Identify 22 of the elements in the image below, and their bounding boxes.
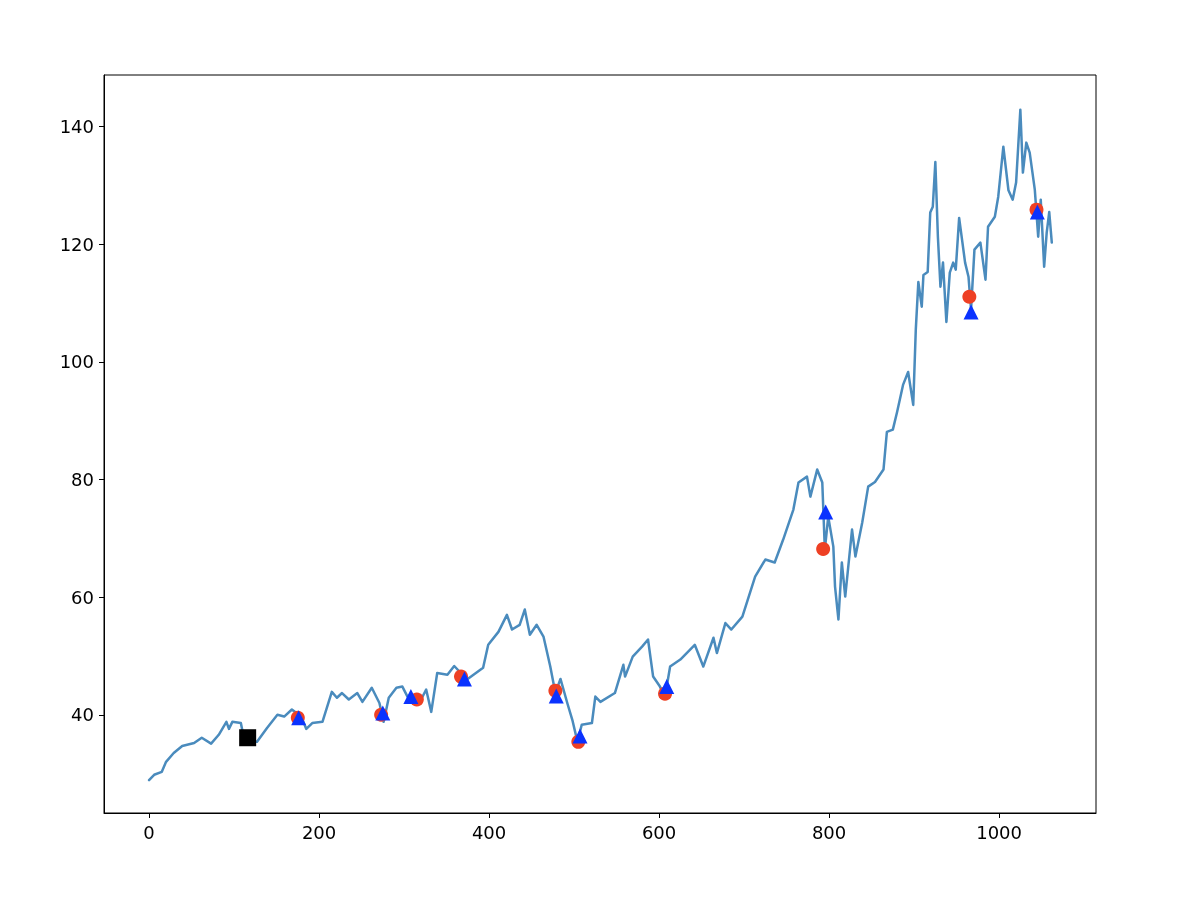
y-tick-label: 80 bbox=[71, 469, 94, 491]
point bbox=[816, 541, 831, 556]
x-tick-label: 200 bbox=[301, 821, 337, 843]
x-tick-label: 800 bbox=[811, 821, 847, 843]
point bbox=[403, 689, 419, 705]
x-tick-label: 400 bbox=[471, 821, 507, 843]
point bbox=[963, 304, 979, 320]
y-tick-label: 40 bbox=[71, 704, 94, 726]
point bbox=[962, 289, 977, 304]
x-tick-label: 600 bbox=[641, 821, 677, 843]
point bbox=[239, 729, 257, 747]
point bbox=[659, 679, 675, 695]
x-tick-label: 0 bbox=[143, 821, 155, 843]
point bbox=[818, 504, 834, 520]
y-tick-label: 100 bbox=[59, 351, 94, 373]
line-series bbox=[147, 108, 1054, 782]
y-tick-label: 140 bbox=[59, 116, 94, 138]
y-tick-label: 60 bbox=[71, 586, 94, 608]
x-tick-label: 1000 bbox=[976, 821, 1022, 843]
y-tick-label: 120 bbox=[59, 233, 94, 255]
point bbox=[572, 728, 588, 744]
point bbox=[548, 688, 564, 704]
